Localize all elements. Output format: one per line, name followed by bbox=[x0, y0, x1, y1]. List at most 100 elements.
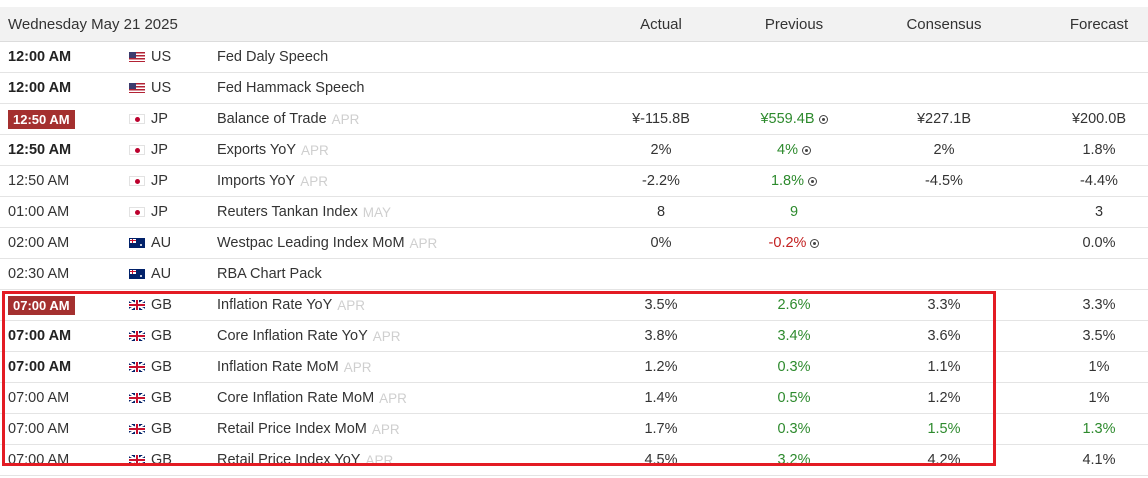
actual-value: -2.2% bbox=[601, 166, 721, 196]
table-row[interactable]: 12:00 AM US Fed Daly Speech bbox=[0, 42, 1148, 73]
event-cell[interactable]: Fed Daly Speech bbox=[217, 42, 607, 72]
forecast-value: 1% bbox=[1039, 352, 1148, 382]
previous-header[interactable]: Previous bbox=[764, 15, 824, 33]
event-cell[interactable]: Core Inflation Rate MoM APR bbox=[217, 383, 607, 413]
event-time: 07:00 AM bbox=[8, 359, 72, 375]
consensus-value: ¥227.1B bbox=[884, 104, 1004, 134]
country-cell: GB bbox=[129, 290, 209, 320]
event-cell[interactable]: Retail Price Index YoY APR bbox=[217, 445, 607, 475]
time-cell: 02:30 AM bbox=[8, 259, 118, 289]
event-cell[interactable]: Exports YoY APR bbox=[217, 135, 607, 165]
event-time: 12:50 AM bbox=[8, 173, 70, 189]
event-cell[interactable]: Balance of Trade APR bbox=[217, 104, 607, 134]
table-row[interactable]: 02:00 AM AU Westpac Leading Index MoM APR… bbox=[0, 228, 1148, 259]
flag-gb-icon bbox=[129, 455, 145, 465]
forecast-value: -4.4% bbox=[1039, 166, 1148, 196]
event-cell[interactable]: Westpac Leading Index MoM APR bbox=[217, 228, 607, 258]
country-code: GB bbox=[151, 390, 172, 406]
previous-text: 2.6% bbox=[777, 297, 811, 313]
consensus-value: 1.1% bbox=[884, 352, 1004, 382]
actual-header[interactable]: Actual bbox=[640, 15, 682, 33]
table-row[interactable]: 02:30 AM AU RBA Chart Pack bbox=[0, 259, 1148, 290]
event-name[interactable]: Reuters Tankan Index bbox=[217, 204, 358, 220]
actual-text: 1.2% bbox=[644, 359, 678, 375]
flag-au-icon bbox=[129, 238, 145, 248]
economic-calendar-table: Wednesday May 21 2025 Actual Previous Co… bbox=[0, 7, 1148, 476]
previous-value bbox=[734, 42, 854, 72]
event-name[interactable]: Fed Daly Speech bbox=[217, 49, 329, 65]
actual-value: 3.8% bbox=[601, 321, 721, 351]
event-name[interactable]: Inflation Rate MoM bbox=[217, 359, 339, 375]
event-cell[interactable]: Retail Price Index MoM APR bbox=[217, 414, 607, 444]
forecast-text: 3.5% bbox=[1082, 328, 1116, 344]
event-name[interactable]: Westpac Leading Index MoM bbox=[217, 235, 405, 251]
event-cell[interactable]: RBA Chart Pack bbox=[217, 259, 607, 289]
table-row[interactable]: 12:50 AM JP Exports YoY APR 2% 4% 2% 1.8% bbox=[0, 135, 1148, 166]
event-cell[interactable]: Core Inflation Rate YoY APR bbox=[217, 321, 607, 351]
flag-gb-icon bbox=[129, 424, 145, 434]
event-time: 01:00 AM bbox=[8, 204, 70, 220]
consensus-header[interactable]: Consensus bbox=[906, 15, 982, 33]
actual-value: 1.4% bbox=[601, 383, 721, 413]
consensus-value: 4.2% bbox=[884, 445, 1004, 475]
consensus-value bbox=[884, 42, 1004, 72]
consensus-text: 1.1% bbox=[927, 359, 961, 375]
event-cell[interactable]: Reuters Tankan Index MAY bbox=[217, 197, 607, 227]
consensus-value: 1.5% bbox=[884, 414, 1004, 444]
event-name[interactable]: Core Inflation Rate YoY bbox=[217, 328, 368, 344]
time-cell: 12:50 AM bbox=[8, 104, 118, 134]
table-row[interactable]: 07:00 AM GB Inflation Rate MoM APR 1.2% 0… bbox=[0, 352, 1148, 383]
event-period: APR bbox=[331, 111, 360, 127]
event-cell[interactable]: Inflation Rate MoM APR bbox=[217, 352, 607, 382]
table-row[interactable]: 01:00 AM JP Reuters Tankan Index MAY 8 9 … bbox=[0, 197, 1148, 228]
actual-text: 3.5% bbox=[644, 297, 678, 313]
table-row[interactable]: 07:00 AM GB Core Inflation Rate MoM APR 1… bbox=[0, 383, 1148, 414]
previous-value: 9 bbox=[734, 197, 854, 227]
actual-text: ¥-115.8B bbox=[632, 111, 690, 127]
consensus-text: ¥227.1B bbox=[916, 111, 972, 127]
consensus-value: 3.6% bbox=[884, 321, 1004, 351]
table-row[interactable]: 07:00 AM GB Retail Price Index YoY APR 4.… bbox=[0, 445, 1148, 476]
previous-text: 3.4% bbox=[777, 328, 811, 344]
event-name[interactable]: Retail Price Index YoY bbox=[217, 452, 361, 468]
table-row[interactable]: 07:00 AM GB Retail Price Index MoM APR 1.… bbox=[0, 414, 1148, 445]
event-time: 07:00 AM bbox=[8, 390, 70, 406]
consensus-text: 3.3% bbox=[927, 297, 961, 313]
forecast-value bbox=[1039, 259, 1148, 289]
table-row[interactable]: 12:50 AM JP Imports YoY APR -2.2% 1.8% -4… bbox=[0, 166, 1148, 197]
table-row[interactable]: 07:00 AM GB Inflation Rate YoY APR 3.5% 2… bbox=[0, 290, 1148, 321]
event-name[interactable]: Inflation Rate YoY bbox=[217, 297, 333, 313]
table-header: Wednesday May 21 2025 Actual Previous Co… bbox=[0, 7, 1148, 42]
actual-text: 3.8% bbox=[644, 328, 678, 344]
event-name[interactable]: Fed Hammack Speech bbox=[217, 80, 365, 96]
flag-gb-icon bbox=[129, 393, 145, 403]
actual-value bbox=[601, 259, 721, 289]
event-name[interactable]: Core Inflation Rate MoM bbox=[217, 390, 375, 406]
flag-us-icon bbox=[129, 83, 145, 93]
event-cell[interactable]: Imports YoY APR bbox=[217, 166, 607, 196]
event-name[interactable]: Exports YoY bbox=[217, 142, 296, 158]
table-row[interactable]: 07:00 AM GB Core Inflation Rate YoY APR 3… bbox=[0, 321, 1148, 352]
consensus-text: 1.2% bbox=[927, 390, 961, 406]
country-cell: JP bbox=[129, 166, 209, 196]
event-name[interactable]: Retail Price Index MoM bbox=[217, 421, 367, 437]
event-time: 12:50 AM bbox=[8, 109, 75, 129]
actual-text: 0% bbox=[650, 235, 672, 251]
event-name[interactable]: RBA Chart Pack bbox=[217, 266, 322, 282]
country-code: US bbox=[151, 49, 172, 65]
event-name[interactable]: Imports YoY bbox=[217, 173, 296, 189]
event-time: 12:00 AM bbox=[8, 80, 72, 96]
event-cell[interactable]: Fed Hammack Speech bbox=[217, 73, 607, 103]
forecast-header[interactable]: Forecast bbox=[1069, 15, 1129, 33]
event-name[interactable]: Balance of Trade bbox=[217, 111, 327, 127]
table-row[interactable]: 12:50 AM JP Balance of Trade APR ¥-115.8B… bbox=[0, 104, 1148, 135]
flag-jp-icon bbox=[129, 114, 145, 124]
table-row[interactable]: 12:00 AM US Fed Hammack Speech bbox=[0, 73, 1148, 104]
actual-text: 2% bbox=[650, 142, 672, 158]
country-cell: AU bbox=[129, 259, 209, 289]
country-cell: US bbox=[129, 42, 209, 72]
event-cell[interactable]: Inflation Rate YoY APR bbox=[217, 290, 607, 320]
previous-value: ¥559.4B bbox=[734, 104, 854, 134]
actual-value: 3.5% bbox=[601, 290, 721, 320]
forecast-value bbox=[1039, 42, 1148, 72]
